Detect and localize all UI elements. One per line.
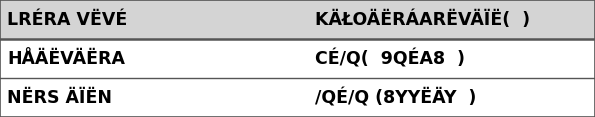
Bar	[0, 39, 595, 117]
Bar	[0, 0, 595, 39]
Text: CÉ/Q(  9QÉA8  ): CÉ/Q( 9QÉA8 )	[315, 49, 465, 68]
Text: KÄŁOÄËRÁARËVÄÏË(  ): KÄŁOÄËRÁARËVÄÏË( )	[315, 10, 531, 29]
Text: NËRS ÄÏËN: NËRS ÄÏËN	[7, 89, 112, 107]
Text: LRÉRA VËVÉ: LRÉRA VËVÉ	[7, 11, 127, 29]
Text: /QÉ/Q (8YYËÄY  ): /QÉ/Q (8YYËÄY )	[315, 88, 477, 107]
Text: HÅÄËVÄËRA: HÅÄËVÄËRA	[7, 50, 125, 68]
